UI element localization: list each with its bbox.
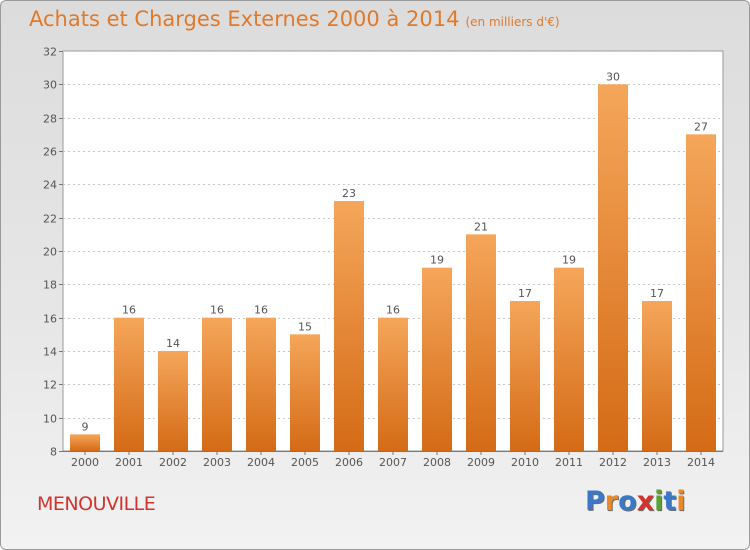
- y-tick-label: 16: [43, 313, 57, 326]
- bar: [202, 317, 232, 451]
- y-tick-label: 10: [43, 413, 57, 426]
- logo-letter: r: [604, 486, 619, 517]
- bar: [510, 301, 540, 451]
- y-tick-label: 32: [43, 46, 57, 59]
- bar-value-label: 27: [694, 120, 708, 133]
- bar: [158, 351, 188, 451]
- bar-value-label: 16: [210, 304, 224, 317]
- bar-value-label: 30: [606, 70, 620, 83]
- bar-value-label: 21: [474, 220, 488, 233]
- logo-letter: P: [585, 486, 605, 517]
- bar-value-label: 17: [518, 287, 532, 300]
- chart-title: Achats et Charges Externes 2000 à 2014 (e…: [29, 7, 560, 31]
- y-tick-label: 8: [50, 446, 57, 459]
- bar-value-label: 16: [254, 304, 268, 317]
- bar-value-label: 9: [82, 420, 89, 433]
- x-tick-label: 2011: [555, 456, 583, 469]
- bar: [70, 434, 100, 451]
- x-tick-label: 2009: [467, 456, 495, 469]
- bar-value-label: 23: [342, 187, 356, 200]
- bar-value-label: 17: [650, 287, 664, 300]
- y-tick-label: 24: [43, 179, 57, 192]
- y-tick-label: 18: [43, 279, 57, 292]
- x-tick-label: 2004: [247, 456, 275, 469]
- bar-value-label: 16: [386, 304, 400, 317]
- chart-title-text: Achats et Charges Externes 2000 à 2014: [29, 7, 460, 31]
- x-tick-label: 2006: [335, 456, 363, 469]
- bar: [290, 334, 320, 451]
- bar-value-label: 14: [166, 337, 180, 350]
- bar-value-label: 19: [430, 254, 444, 267]
- bar: [378, 317, 408, 451]
- bar: [642, 301, 672, 451]
- x-tick-label: 2003: [203, 456, 231, 469]
- bar: [334, 201, 364, 451]
- bar-value-label: 15: [298, 320, 312, 333]
- y-tick-label: 22: [43, 213, 57, 226]
- bar-value-label: 19: [562, 254, 576, 267]
- logo-letter: i: [676, 486, 686, 517]
- bar: [466, 234, 496, 451]
- logo-letter: i: [654, 486, 664, 517]
- x-tick-label: 2013: [643, 456, 671, 469]
- bar: [686, 134, 716, 452]
- y-tick-label: 20: [43, 246, 57, 259]
- y-tick-label: 30: [43, 79, 57, 92]
- commune-name: MENOUVILLE: [37, 493, 156, 515]
- x-tick-label: 2014: [687, 456, 715, 469]
- y-tick-label: 26: [43, 146, 57, 159]
- proxiti-logo: Proxiti: [585, 486, 686, 517]
- y-tick-label: 28: [43, 113, 57, 126]
- logo-letter: t: [663, 486, 677, 517]
- x-tick-label: 2012: [599, 456, 627, 469]
- bar: [246, 317, 276, 451]
- x-tick-label: 2005: [291, 456, 319, 469]
- logo-letter: o: [618, 486, 637, 517]
- bar: [554, 267, 584, 451]
- bar: [114, 317, 144, 451]
- x-tick-label: 2001: [115, 456, 143, 469]
- bar: [422, 267, 452, 451]
- x-tick-label: 2007: [379, 456, 407, 469]
- bar-value-label: 16: [122, 304, 136, 317]
- x-tick-label: 2008: [423, 456, 451, 469]
- x-tick-label: 2002: [159, 456, 187, 469]
- bar: [598, 84, 628, 451]
- x-tick-label: 2010: [511, 456, 539, 469]
- x-tick-label: 2000: [71, 456, 99, 469]
- y-tick-label: 14: [43, 346, 57, 359]
- y-tick-label: 12: [43, 379, 57, 392]
- logo-letter: x: [636, 486, 655, 517]
- unit-note: (en milliers d'€): [465, 15, 560, 29]
